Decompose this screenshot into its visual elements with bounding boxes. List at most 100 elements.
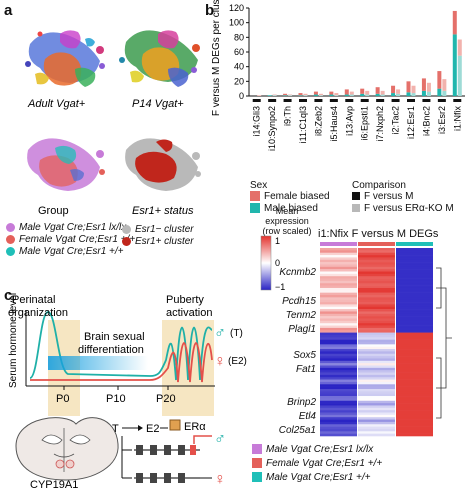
heatmap-cell xyxy=(320,306,357,310)
bar-ko-female-biased xyxy=(334,93,339,96)
heatmap-cell xyxy=(320,374,357,378)
heatmap-cell xyxy=(396,419,433,423)
bar-female-biased xyxy=(344,89,349,95)
heatmap-cell xyxy=(396,360,433,364)
panel-c-letter: c xyxy=(4,287,13,304)
x-tick-label: i9:Th xyxy=(283,106,293,126)
heatmap-cell xyxy=(396,384,433,387)
heatmap-cell xyxy=(396,295,433,298)
perinatal-label-1: Perinatal xyxy=(12,294,55,306)
heatmap-cell xyxy=(358,264,395,268)
y-tick-label: 80 xyxy=(234,32,244,42)
heatmap-cell xyxy=(396,285,433,289)
heatmap-cell xyxy=(358,332,395,336)
heatmap-cell xyxy=(358,379,395,383)
heatmap-cell xyxy=(320,393,357,397)
esr-legend: Esr1− cluster Esr1+ cluster xyxy=(122,224,194,248)
heatmap-cell xyxy=(396,398,433,402)
heatmap-cell xyxy=(358,407,395,411)
heatmap-cell xyxy=(358,433,395,437)
heatmap-cell xyxy=(320,330,357,333)
heatmap-cell xyxy=(396,365,433,369)
heatmap-column-bar xyxy=(396,242,433,246)
heatmap xyxy=(320,242,452,437)
heatmap-cell xyxy=(396,428,433,432)
bar-male-biased xyxy=(329,94,334,96)
heatmap-cell xyxy=(396,332,433,336)
heatmap-cell xyxy=(320,367,357,371)
heatmap-cell xyxy=(396,311,433,315)
heatmap-cell xyxy=(396,330,433,333)
sex-legend-title: Sex xyxy=(250,180,268,191)
heatmap-cell xyxy=(396,262,433,265)
heatmap-cell xyxy=(358,287,395,291)
legend-swatch xyxy=(252,444,262,455)
heatmap-cell xyxy=(320,405,357,409)
heatmap-cell xyxy=(358,403,395,406)
heatmap-cell xyxy=(358,330,395,333)
heatmap-cell xyxy=(396,248,433,251)
brain-section xyxy=(15,417,119,481)
heatmap-cell xyxy=(320,407,357,411)
heatmap-cell xyxy=(320,250,357,253)
legend-label: Male Vgat Cre;Esr1 +/+ xyxy=(266,472,371,483)
heatmap-cell xyxy=(358,370,395,373)
heatmap-cell xyxy=(358,257,395,261)
bar-female-biased xyxy=(329,91,334,95)
comparison-marker xyxy=(329,99,338,102)
heatmap-cell xyxy=(358,377,395,380)
x-tick-label: i14:Gli3 xyxy=(252,106,262,137)
heatmap-cell xyxy=(320,259,357,263)
heatmap-cell xyxy=(358,396,395,399)
heatmap-cell xyxy=(320,403,357,406)
heatmap-cell xyxy=(358,309,395,312)
bar-ko-male-biased xyxy=(442,90,447,96)
heatmap-cell xyxy=(358,311,395,315)
heatmap-cell xyxy=(396,396,433,399)
cmp-legend: Comparison F versus M F versus ERα-KO M xyxy=(352,180,454,215)
esr-legend-item: Esr1− cluster xyxy=(122,224,194,236)
bar-ko-male-biased xyxy=(457,55,462,96)
heatmap-cell xyxy=(358,421,395,425)
heatmap-cell xyxy=(358,358,395,362)
x-tick-label: i8:Zeb2 xyxy=(313,106,323,136)
heatmap-cell xyxy=(320,266,357,270)
x-tick-label: i11:C1ql3 xyxy=(298,106,308,143)
heatmap-cell xyxy=(320,257,357,261)
heatmap-cell xyxy=(396,269,433,272)
heatmap-cell xyxy=(396,252,433,256)
legend-dot xyxy=(6,234,15,244)
legend-swatch xyxy=(250,191,260,202)
heatmap-cell xyxy=(396,389,433,392)
heatmap-cell xyxy=(320,278,357,282)
panel-a-letter: a xyxy=(4,2,13,19)
bar-female-biased xyxy=(283,93,288,96)
heatmap-cell xyxy=(320,302,357,305)
heatmap-cell xyxy=(320,299,357,303)
heatmap-cell xyxy=(396,372,433,376)
heatmap-cell xyxy=(320,428,357,432)
bar-male-biased xyxy=(375,93,380,96)
e2-label: E2 xyxy=(146,423,159,435)
heatmap-cell xyxy=(320,334,357,338)
heatmap-cell xyxy=(396,264,433,268)
heatmap-cell xyxy=(320,304,357,308)
heatmap-cell xyxy=(396,323,433,326)
x-tick-label: i2:Tac2 xyxy=(391,106,401,135)
x-tick-label: i4:Bnc2 xyxy=(421,106,431,136)
comparison-marker xyxy=(407,99,415,102)
t-label: T xyxy=(112,423,119,435)
bar-male-biased xyxy=(344,94,349,96)
bar-ko-female-biased xyxy=(318,93,323,96)
heatmap-cell xyxy=(396,327,433,331)
y-tick-label: 0 xyxy=(239,91,244,101)
bar-ko-female-biased xyxy=(411,85,416,94)
heatmap-cell xyxy=(396,316,433,319)
heatmap-cell xyxy=(358,290,395,293)
comparison-marker xyxy=(422,99,431,102)
heatmap-cell xyxy=(358,255,395,258)
bar-male-biased xyxy=(298,95,303,96)
heatmap-cell xyxy=(358,398,395,402)
gene-label: Plagl1 xyxy=(288,324,316,335)
heatmap-cell xyxy=(358,356,395,359)
